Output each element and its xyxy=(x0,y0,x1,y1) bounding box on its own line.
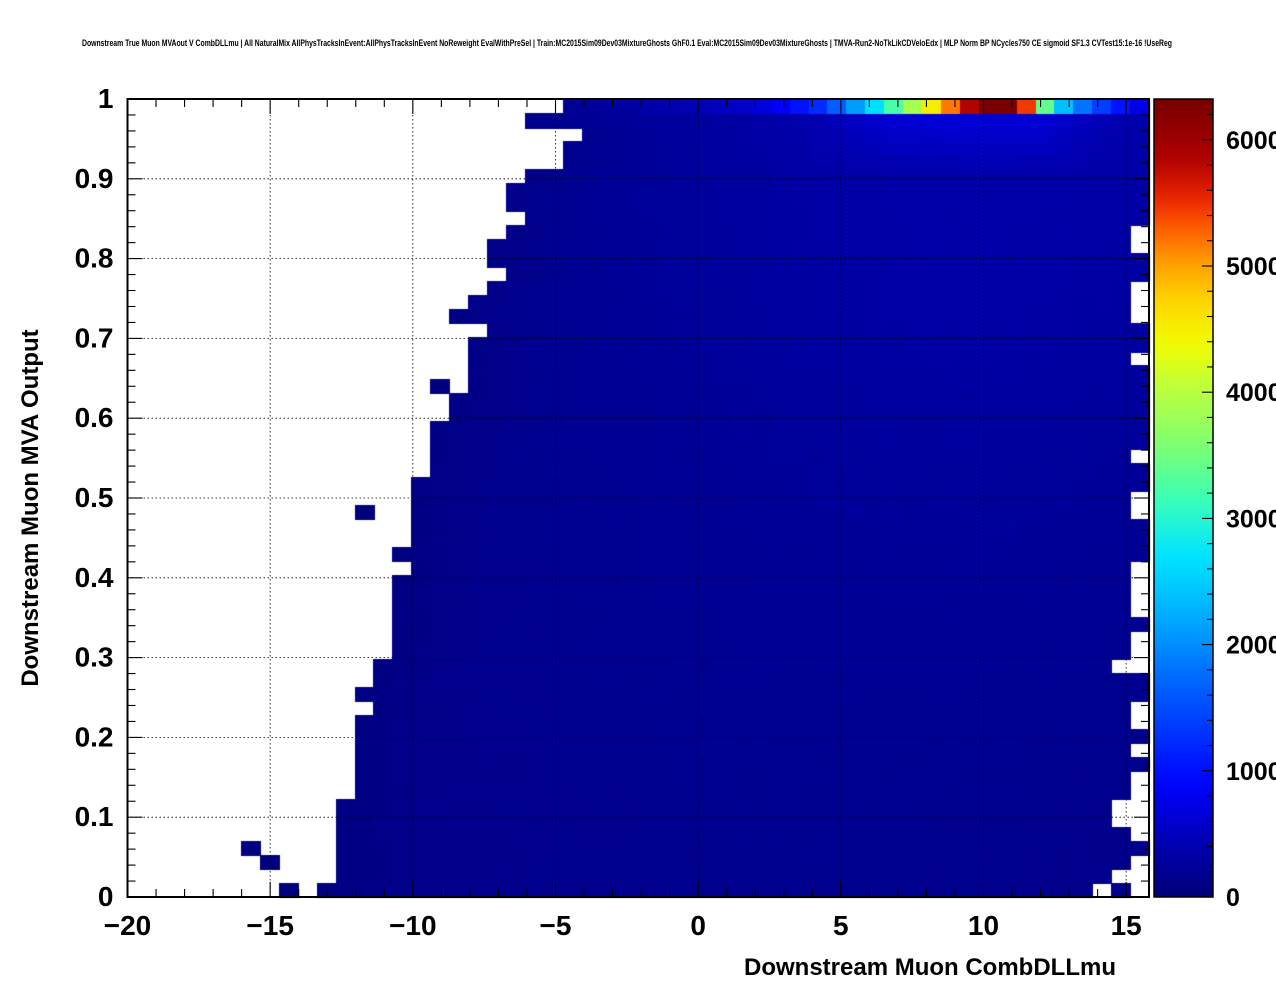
svg-text:0.4: 0.4 xyxy=(75,562,114,593)
svg-text:0.9: 0.9 xyxy=(75,163,114,194)
svg-text:0.5: 0.5 xyxy=(75,482,114,513)
svg-text:0.1: 0.1 xyxy=(75,801,114,832)
svg-text:−20: −20 xyxy=(104,910,152,941)
svg-text:0: 0 xyxy=(1226,884,1240,912)
svg-text:3000: 3000 xyxy=(1226,505,1276,533)
svg-text:1: 1 xyxy=(98,83,114,114)
svg-text:0.7: 0.7 xyxy=(75,322,114,353)
svg-text:0.6: 0.6 xyxy=(75,402,114,433)
svg-text:Downstream Muon CombDLLmu: Downstream Muon CombDLLmu xyxy=(744,954,1116,981)
svg-text:Downstream True Muon MVAout V: Downstream True Muon MVAout V CombDLLmu … xyxy=(82,38,1172,48)
svg-text:−15: −15 xyxy=(246,910,294,941)
svg-text:5000: 5000 xyxy=(1226,253,1276,281)
svg-text:−5: −5 xyxy=(540,910,572,941)
svg-text:15: 15 xyxy=(1111,910,1142,941)
svg-text:0.3: 0.3 xyxy=(75,642,114,673)
svg-text:6000: 6000 xyxy=(1226,127,1276,155)
svg-text:Downstream Muon MVA Output: Downstream Muon MVA Output xyxy=(17,329,44,686)
svg-text:2000: 2000 xyxy=(1226,632,1276,660)
svg-text:0.8: 0.8 xyxy=(75,243,114,274)
svg-text:4000: 4000 xyxy=(1226,379,1276,407)
svg-text:0: 0 xyxy=(98,881,114,912)
svg-text:5: 5 xyxy=(833,910,849,941)
svg-text:−10: −10 xyxy=(389,910,437,941)
svg-text:1000: 1000 xyxy=(1226,758,1276,786)
svg-text:0: 0 xyxy=(690,910,706,941)
svg-text:10: 10 xyxy=(968,910,999,941)
svg-text:0.2: 0.2 xyxy=(75,721,114,752)
